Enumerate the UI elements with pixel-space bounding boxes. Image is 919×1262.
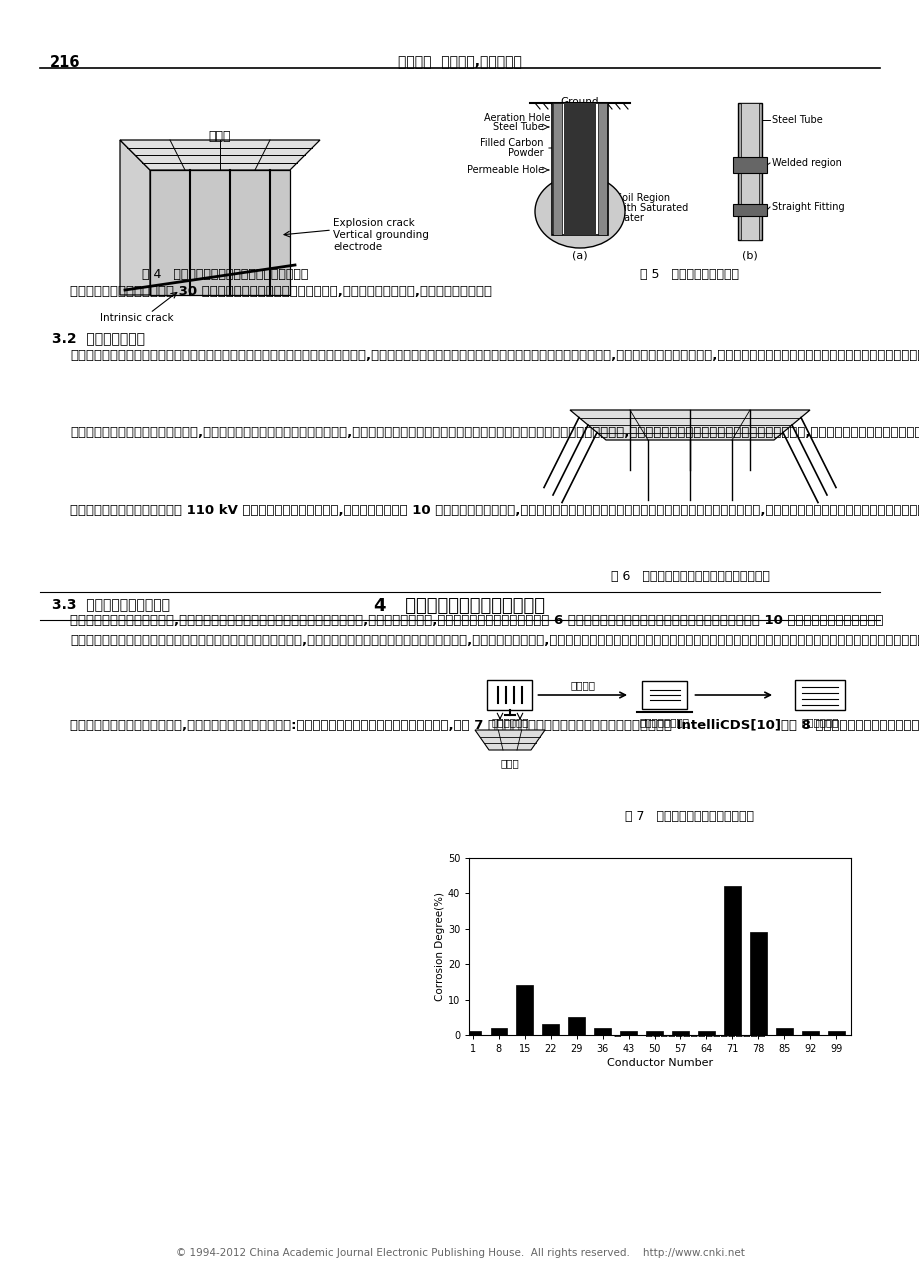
Polygon shape	[737, 103, 761, 240]
Bar	[723, 886, 740, 1035]
Bar	[619, 1031, 636, 1035]
Polygon shape	[552, 103, 562, 235]
Polygon shape	[732, 204, 766, 216]
Text: 3.3  斜垂直接地极降阔技术: 3.3 斜垂直接地极降阔技术	[52, 597, 170, 611]
Text: 图 5   深水井接地极示意图: 图 5 深水井接地极示意图	[640, 268, 739, 281]
Text: 数据测量装置: 数据测量装置	[491, 717, 528, 727]
Text: Straight Fitting: Straight Fitting	[771, 202, 844, 212]
Text: 图 6   变电站四边增加斜接地极降阔的示意图: 图 6 变电站四边增加斜接地极降阔的示意图	[610, 570, 768, 583]
Text: 深水井接地现场实验是结合一座 110 kV 变电站接地网改造一起进行,这次实验共制作了 10 个完整的深水井接地极,并根据现场的实际条件对它们进行了详细测量。从: 深水井接地现场实验是结合一座 110 kV 变电站接地网改造一起进行,这次实验共…	[70, 504, 919, 517]
Text: 故障诊断应用软件: 故障诊断应用软件	[640, 717, 689, 727]
Polygon shape	[794, 680, 844, 711]
Text: Powder: Powder	[508, 148, 543, 158]
Bar	[698, 1031, 714, 1035]
Text: 不论是坚硬的岩石还是松散的沉积土,都存在数量不等、大小和形状各异的空隙,这些空隙为地下水在土壤中储存和运动提供了必要的空间。人类活动离不开水,需要建设电力设施的: 不论是坚硬的岩石还是松散的沉积土,都存在数量不等、大小和形状各异的空隙,这些空隙…	[70, 427, 919, 439]
Text: 图 8   某变电站接地系统导体腐蚀诊断结果: 图 8 某变电站接地系统导体腐蚀诊断结果	[614, 1025, 765, 1039]
Text: 3.2  深水井降阔技术: 3.2 深水井降阔技术	[52, 332, 145, 346]
Bar	[594, 1027, 610, 1035]
Polygon shape	[119, 140, 150, 295]
Polygon shape	[487, 680, 532, 711]
Text: 故障诊断报告: 故障诊断报告	[800, 717, 838, 727]
Polygon shape	[119, 140, 320, 170]
Text: Welded region: Welded region	[771, 158, 841, 168]
Polygon shape	[563, 103, 596, 235]
Text: Soil Region: Soil Region	[616, 193, 669, 203]
Text: Steel Tube: Steel Tube	[771, 115, 822, 125]
Y-axis label: Corrosion Degree(%): Corrosion Degree(%)	[435, 892, 445, 1001]
Text: electrode: electrode	[333, 242, 381, 252]
Text: with Saturated: with Saturated	[616, 203, 687, 213]
Bar	[749, 933, 766, 1035]
Polygon shape	[641, 681, 686, 709]
Text: (b): (b)	[742, 250, 757, 260]
Text: 目前爆破接地技术已经在我国 30 项发变电站和输电线路接地工程中采用,都取得了满意的效果,得到了用户的好评。: 目前爆破接地技术已经在我国 30 项发变电站和输电线路接地工程中采用,都取得了满…	[70, 285, 492, 298]
Text: © 1994-2012 China Academic Journal Electronic Publishing House.  All rights rese: © 1994-2012 China Academic Journal Elect…	[176, 1248, 743, 1258]
Polygon shape	[597, 103, 607, 235]
Text: Steel Tube: Steel Tube	[493, 122, 543, 133]
Text: Ground: Ground	[561, 97, 598, 107]
Text: Permeable Hole: Permeable Hole	[466, 165, 543, 175]
Bar	[672, 1031, 688, 1035]
Bar	[775, 1027, 792, 1035]
Bar	[516, 986, 533, 1035]
Polygon shape	[570, 410, 809, 440]
Bar	[645, 1031, 663, 1035]
Text: (a): (a)	[572, 250, 587, 260]
Text: 根据接地网故障诊断的基本思想,实用的诊断系统由两部分构成:故障诊断数据测量装置和故障诊断应用软件,如图 7 所示。清华大学已开发变电站接地系统腐蚀诊断系统 In: 根据接地网故障诊断的基本思想,实用的诊断系统由两部分构成:故障诊断数据测量装置和…	[70, 719, 919, 732]
Text: 图 7   接地网故障诊断系统基本构成: 图 7 接地网故障诊断系统基本构成	[625, 810, 754, 823]
Bar	[801, 1031, 818, 1035]
Text: 4   变电站接地系统腐蚀诊断系统: 4 变电站接地系统腐蚀诊断系统	[374, 597, 545, 615]
Text: 在接地网面积受到限制的地区,为了降低接地电阔可以采用斜垂直接地极的施工技术,一方面向纵深散流,另一方面可以扩大散流面积。图 6 为变电站四边增加斜接地极降阔的示: 在接地网面积受到限制的地区,为了降低接地电阔可以采用斜垂直接地极的施工技术,一方…	[70, 615, 882, 627]
Text: Intrinsic crack: Intrinsic crack	[100, 313, 174, 323]
Polygon shape	[740, 103, 758, 240]
Bar	[542, 1025, 559, 1035]
Text: 接地网: 接地网	[209, 130, 231, 143]
Text: 接地网故障诊断的基本原理是通过测量接地网可及端点之间的电阔,根据该电阔的测量値和给定接地网的拓扑结构,应用适当的计算方法,求出接地网每一导体的实际电阔値。根据求: 接地网故障诊断的基本原理是通过测量接地网可及端点之间的电阔,根据该电阔的测量値和…	[70, 634, 919, 647]
Polygon shape	[551, 103, 607, 235]
Polygon shape	[150, 170, 289, 295]
Text: Explosion crack: Explosion crack	[333, 218, 414, 228]
Bar	[827, 1031, 844, 1035]
Polygon shape	[474, 729, 544, 750]
Text: 图 4   采用爆破接地技术施工的接地系统示意图: 图 4 采用爆破接地技术施工的接地系统示意图	[142, 268, 308, 281]
Text: 利用深水井降低接地电阴主要是利用深水井改变接地极周围土壤的地下水的运动方向,利用地下水中的重力水、毛细水和气态水增加接地极周围土壤的湿度,以降低这部分土壤的电阔: 利用深水井降低接地电阴主要是利用深水井改变接地极周围土壤的地下水的运动方向,利用…	[70, 350, 919, 362]
Text: 216: 216	[50, 56, 81, 69]
Text: Aeration Hole: Aeration Hole	[483, 114, 550, 122]
Text: 测量数据: 测量数据	[570, 680, 595, 690]
Text: Water: Water	[616, 213, 644, 223]
Bar	[568, 1017, 584, 1035]
Bar	[490, 1027, 506, 1035]
Ellipse shape	[535, 175, 624, 249]
Text: 接地网: 接地网	[500, 758, 519, 769]
Polygon shape	[732, 156, 766, 173]
Text: 第三部分  接地装置,接地网技术: 第三部分 接地装置,接地网技术	[398, 56, 521, 69]
Text: Filled Carbon: Filled Carbon	[480, 138, 543, 148]
X-axis label: Conductor Number: Conductor Number	[607, 1058, 712, 1068]
Text: Vertical grounding: Vertical grounding	[333, 230, 428, 240]
Bar	[464, 1031, 481, 1035]
